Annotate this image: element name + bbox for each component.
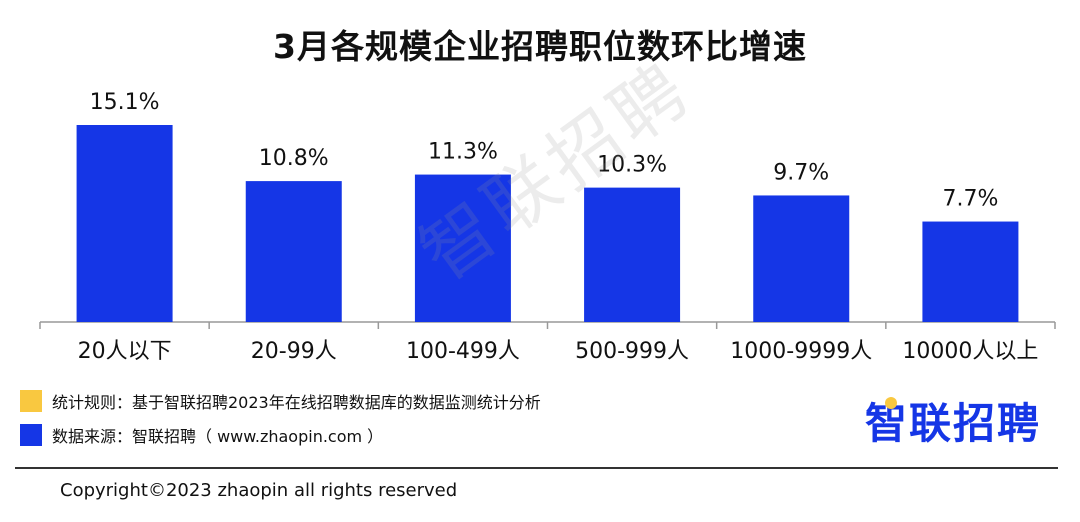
chart-title: 3月各规模企业招聘职位数环比增速: [273, 27, 807, 66]
rule-swatch: [20, 390, 42, 412]
bar: [245, 181, 342, 322]
brand-logo-dot: [885, 397, 897, 409]
data-label: 11.3%: [428, 140, 498, 165]
source-text: 数据来源：智联招聘（ www.zhaopin.com ）: [52, 427, 384, 446]
x-tick-label: 20-99人: [251, 339, 337, 364]
footnote-source: 数据来源：智联招聘（ www.zhaopin.com ）: [20, 424, 541, 446]
x-tick-label: 20人以下: [78, 339, 172, 364]
footnotes: 统计规则：基于智联招聘2023年在线招聘数据库的数据监测统计分析 数据来源：智联…: [20, 390, 541, 458]
footnote-rule: 统计规则：基于智联招聘2023年在线招聘数据库的数据监测统计分析: [20, 390, 541, 412]
bar-chart: 15.1% 20人以下 10.8% 20-99人 11.3% 100-499人 10.3% 5…: [39, 90, 1056, 364]
source-swatch: [20, 424, 42, 446]
x-tick-label: 100-499人: [406, 339, 520, 364]
bar: [414, 174, 511, 322]
data-label: 10.8%: [259, 146, 329, 171]
bar: [922, 221, 1019, 322]
rule-text: 统计规则：基于智联招聘2023年在线招聘数据库的数据监测统计分析: [52, 393, 541, 412]
data-label: 15.1%: [90, 90, 160, 115]
x-tick-label: 10000人以上: [902, 339, 1038, 364]
bar: [584, 187, 681, 322]
bar: [76, 125, 173, 322]
data-label: 9.7%: [773, 160, 829, 185]
data-label: 7.7%: [942, 187, 998, 212]
x-tick-label: 1000-9999人: [730, 339, 872, 364]
x-tick-label: 500-999人: [575, 339, 689, 364]
data-label: 10.3%: [597, 153, 667, 178]
copyright: Copyright©2023 zhaopin all rights reserv…: [60, 480, 458, 501]
footer-divider: [15, 467, 1058, 469]
bar: [753, 195, 850, 322]
